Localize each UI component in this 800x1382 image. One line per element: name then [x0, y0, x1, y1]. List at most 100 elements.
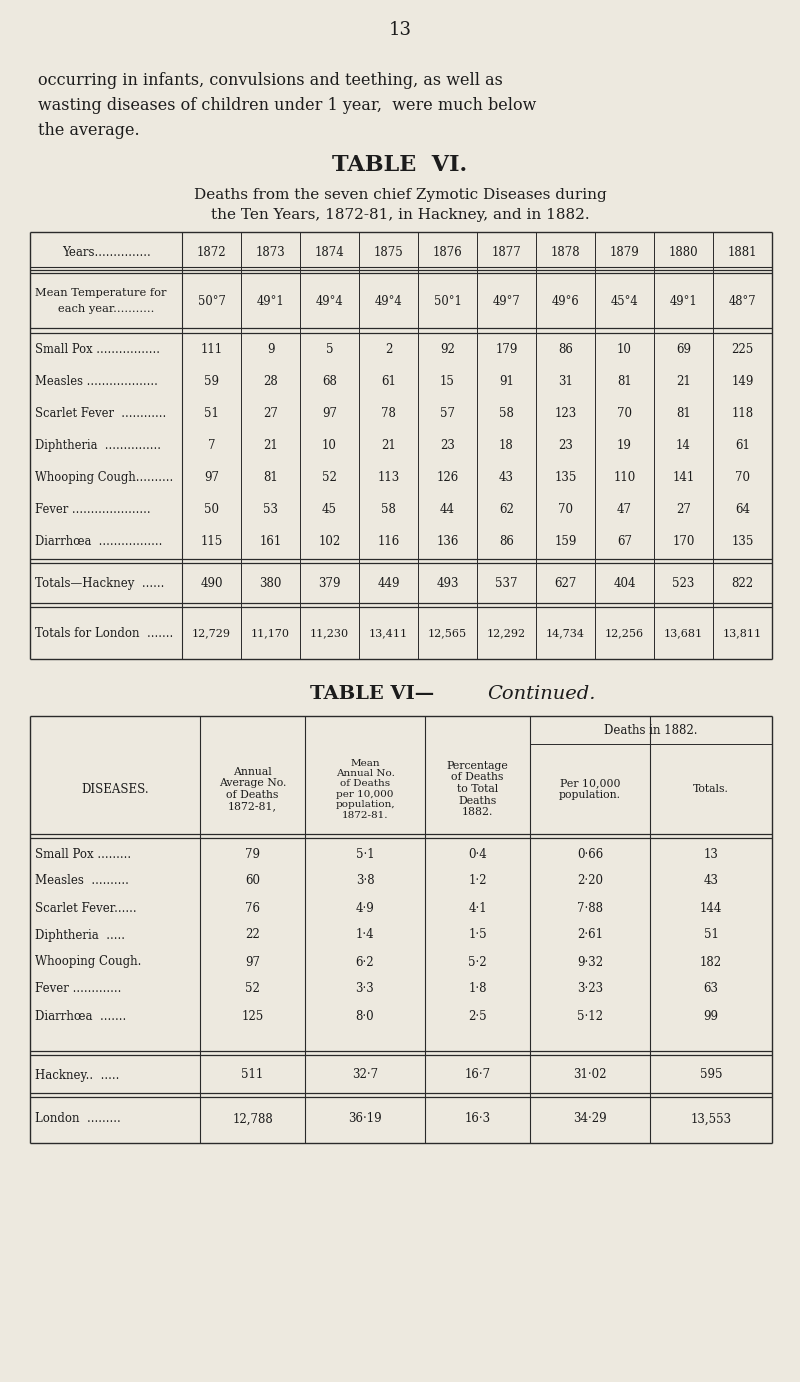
Text: 7·88: 7·88 — [577, 901, 603, 915]
Text: 110: 110 — [614, 470, 636, 484]
Text: 5·2: 5·2 — [468, 955, 487, 969]
Text: 161: 161 — [259, 535, 282, 547]
Text: Percentage
of Deaths
to Total
Deaths
1882.: Percentage of Deaths to Total Deaths 188… — [446, 761, 508, 817]
Text: 49°4: 49°4 — [316, 294, 343, 308]
Text: 70: 70 — [558, 503, 573, 515]
Text: Totals.: Totals. — [693, 784, 729, 795]
Text: 511: 511 — [242, 1068, 264, 1082]
Text: 102: 102 — [318, 535, 341, 547]
Text: 43: 43 — [499, 470, 514, 484]
Text: TABLE VI—: TABLE VI— — [310, 685, 434, 703]
Text: wasting diseases of children under 1 year,  were much below: wasting diseases of children under 1 yea… — [38, 97, 536, 113]
Text: 10: 10 — [617, 343, 632, 355]
Text: 31: 31 — [558, 375, 573, 387]
Text: 1876: 1876 — [433, 246, 462, 258]
Text: 70: 70 — [617, 406, 632, 420]
Text: 81: 81 — [263, 470, 278, 484]
Text: 13,411: 13,411 — [369, 627, 408, 638]
Text: 1·2: 1·2 — [468, 875, 486, 887]
Text: 116: 116 — [378, 535, 400, 547]
Text: DISEASES.: DISEASES. — [81, 782, 149, 796]
Text: each year...........: each year........... — [47, 304, 154, 314]
Text: 45°4: 45°4 — [610, 294, 638, 308]
Text: 9: 9 — [266, 343, 274, 355]
Text: 113: 113 — [378, 470, 400, 484]
Text: Small Pox .........: Small Pox ......... — [35, 847, 131, 861]
Text: 5·1: 5·1 — [356, 847, 374, 861]
Text: 86: 86 — [558, 343, 573, 355]
Text: Totals—Hackney  ......: Totals—Hackney ...... — [35, 576, 164, 590]
Text: 23: 23 — [558, 438, 573, 452]
Text: 1·5: 1·5 — [468, 929, 487, 941]
Text: 822: 822 — [731, 576, 754, 590]
Text: 0·4: 0·4 — [468, 847, 487, 861]
Text: 78: 78 — [381, 406, 396, 420]
Text: 1879: 1879 — [610, 246, 639, 258]
Text: 69: 69 — [676, 343, 691, 355]
Text: 68: 68 — [322, 375, 337, 387]
Text: 12,256: 12,256 — [605, 627, 644, 638]
Text: Measles ...................: Measles ................... — [35, 375, 158, 387]
Text: 47: 47 — [617, 503, 632, 515]
Text: 23: 23 — [440, 438, 455, 452]
Text: 135: 135 — [554, 470, 577, 484]
Text: 4·9: 4·9 — [356, 901, 374, 915]
Text: 12,729: 12,729 — [192, 627, 231, 638]
Text: 537: 537 — [495, 576, 518, 590]
Text: 36·19: 36·19 — [348, 1113, 382, 1125]
Text: Diarrhœa  .................: Diarrhœa ................. — [35, 535, 162, 547]
Text: the Ten Years, 1872-81, in Hackney, and in 1882.: the Ten Years, 1872-81, in Hackney, and … — [210, 209, 590, 223]
Text: Deaths from the seven chief Zymotic Diseases during: Deaths from the seven chief Zymotic Dise… — [194, 188, 606, 202]
Text: 49°6: 49°6 — [552, 294, 579, 308]
Text: 0·66: 0·66 — [577, 847, 603, 861]
Text: 159: 159 — [554, 535, 577, 547]
Text: 523: 523 — [672, 576, 694, 590]
Text: Per 10,000
population.: Per 10,000 population. — [559, 778, 621, 800]
Text: 182: 182 — [700, 955, 722, 969]
Text: TABLE  VI.: TABLE VI. — [333, 153, 467, 176]
Text: Totals for London  .......: Totals for London ....... — [35, 626, 174, 640]
Text: 11,170: 11,170 — [251, 627, 290, 638]
Text: 32·7: 32·7 — [352, 1068, 378, 1082]
Text: 86: 86 — [499, 535, 514, 547]
Text: 595: 595 — [700, 1068, 722, 1082]
Text: 12,292: 12,292 — [487, 627, 526, 638]
Text: 31·02: 31·02 — [574, 1068, 606, 1082]
Text: 50°7: 50°7 — [198, 294, 226, 308]
Text: 15: 15 — [440, 375, 455, 387]
Text: 449: 449 — [378, 576, 400, 590]
Text: 21: 21 — [263, 438, 278, 452]
Text: Mean
Annual No.
of Deaths
per 10,000
population,
1872-81.: Mean Annual No. of Deaths per 10,000 pop… — [335, 759, 395, 820]
Text: 61: 61 — [381, 375, 396, 387]
Text: 141: 141 — [672, 470, 694, 484]
Text: 13,681: 13,681 — [664, 627, 703, 638]
Text: 57: 57 — [440, 406, 455, 420]
Text: 5: 5 — [326, 343, 334, 355]
Text: 380: 380 — [259, 576, 282, 590]
Text: Annual
Average No.
of Deaths
1872-81,: Annual Average No. of Deaths 1872-81, — [219, 767, 286, 811]
Text: 11,230: 11,230 — [310, 627, 349, 638]
Text: 92: 92 — [440, 343, 455, 355]
Text: 118: 118 — [731, 406, 754, 420]
Text: Fever .....................: Fever ..................... — [35, 503, 150, 515]
Text: 43: 43 — [703, 875, 718, 887]
Text: 70: 70 — [735, 470, 750, 484]
Text: Mean Temperature for: Mean Temperature for — [35, 287, 166, 299]
Text: 126: 126 — [436, 470, 458, 484]
Text: 21: 21 — [676, 375, 691, 387]
Text: 1·4: 1·4 — [356, 929, 374, 941]
Text: Years...............: Years............... — [62, 246, 150, 258]
Text: 59: 59 — [204, 375, 219, 387]
Text: 179: 179 — [495, 343, 518, 355]
Text: 10: 10 — [322, 438, 337, 452]
Text: 58: 58 — [381, 503, 396, 515]
Text: 67: 67 — [617, 535, 632, 547]
Text: the average.: the average. — [38, 122, 140, 140]
Text: occurring in infants, convulsions and teething, as well as: occurring in infants, convulsions and te… — [38, 72, 503, 88]
Text: Small Pox .................: Small Pox ................. — [35, 343, 160, 355]
Text: 61: 61 — [735, 438, 750, 452]
Text: 379: 379 — [318, 576, 341, 590]
Text: 1880: 1880 — [669, 246, 698, 258]
Text: 1·8: 1·8 — [468, 983, 486, 995]
Text: 7: 7 — [208, 438, 215, 452]
